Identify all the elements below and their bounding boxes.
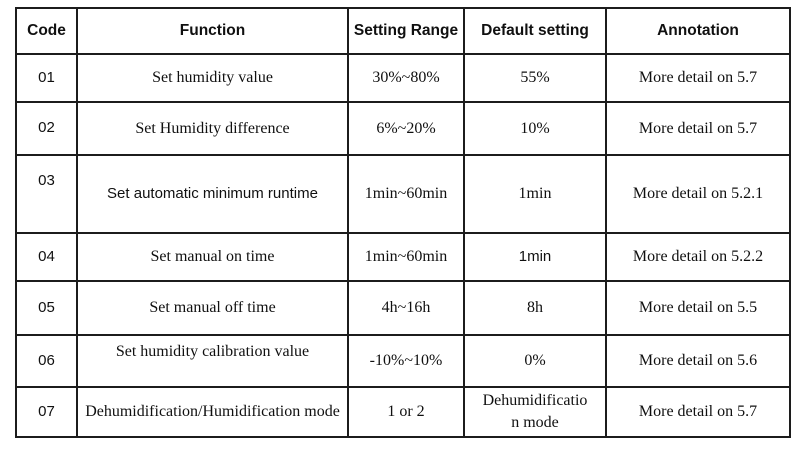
- table-row-05: 05 Set manual off time 4h~16h 8h More de…: [15, 280, 791, 336]
- setting-range-cell: 30%~80%: [347, 53, 465, 103]
- annotation-cell: More detail on 5.7: [605, 53, 791, 103]
- table-row-02: 02 Set Humidity difference 6%~20% 10% Mo…: [15, 101, 791, 156]
- function-cell: Set humidity value: [76, 53, 349, 103]
- annotation-cell: More detail on 5.5: [605, 280, 791, 336]
- setting-range-cell: -10%~10%: [347, 334, 465, 388]
- function-cell: Dehumidification/Humidification mode: [76, 386, 349, 438]
- function-cell: Set humidity calibration value: [76, 334, 349, 388]
- setting-range-cell: 1min~60min: [347, 154, 465, 234]
- default-setting-cell: Dehumidificatio n mode: [463, 386, 607, 438]
- default-setting-cell: 1min: [463, 154, 607, 234]
- default-setting-cell: 8h: [463, 280, 607, 336]
- code-cell: 03: [15, 154, 78, 234]
- function-cell: Set automatic minimum runtime: [76, 154, 349, 234]
- header-row: Code Function Setting Range Default sett…: [15, 7, 791, 55]
- column-header-code: Code: [15, 7, 78, 55]
- setting-range-cell: 6%~20%: [347, 101, 465, 156]
- annotation-cell: More detail on 5.2.2: [605, 232, 791, 282]
- column-header-function: Function: [76, 7, 349, 55]
- function-cell: Set manual on time: [76, 232, 349, 282]
- column-header-default-setting: Default setting: [463, 7, 607, 55]
- default-setting-line-1: Dehumidificatio: [482, 392, 588, 410]
- setting-range-cell: 4h~16h: [347, 280, 465, 336]
- column-header-setting-range: Setting Range: [347, 7, 465, 55]
- default-setting-cell: 0%: [463, 334, 607, 388]
- function-cell: Set manual off time: [76, 280, 349, 336]
- column-header-annotation: Annotation: [605, 7, 791, 55]
- function-cell: Set Humidity difference: [76, 101, 349, 156]
- table-row-06: 06 Set humidity calibration value -10%~1…: [15, 334, 791, 388]
- table-row-01: 01 Set humidity value 30%~80% 55% More d…: [15, 53, 791, 103]
- table-row-04: 04 Set manual on time 1min~60min 1min Mo…: [15, 232, 791, 282]
- code-cell: 05: [15, 280, 78, 336]
- default-setting-cell: 10%: [463, 101, 607, 156]
- code-cell: 01: [15, 53, 78, 103]
- annotation-cell: More detail on 5.6: [605, 334, 791, 388]
- annotation-cell: More detail on 5.2.1: [605, 154, 791, 234]
- code-cell: 02: [15, 101, 78, 156]
- code-cell: 07: [15, 386, 78, 438]
- default-setting-cell: 1min: [463, 232, 607, 282]
- default-setting-line-2: n mode: [511, 414, 559, 431]
- setting-range-cell: 1min~60min: [347, 232, 465, 282]
- default-setting-cell: 55%: [463, 53, 607, 103]
- table-row-07: 07 Dehumidification/Humidification mode …: [15, 386, 791, 438]
- settings-table: Code Function Setting Range Default sett…: [15, 7, 791, 438]
- annotation-cell: More detail on 5.7: [605, 101, 791, 156]
- annotation-cell: More detail on 5.7: [605, 386, 791, 438]
- table-row-03: 03 Set automatic minimum runtime 1min~60…: [15, 154, 791, 234]
- code-cell: 06: [15, 334, 78, 388]
- setting-range-cell: 1 or 2: [347, 386, 465, 438]
- code-cell: 04: [15, 232, 78, 282]
